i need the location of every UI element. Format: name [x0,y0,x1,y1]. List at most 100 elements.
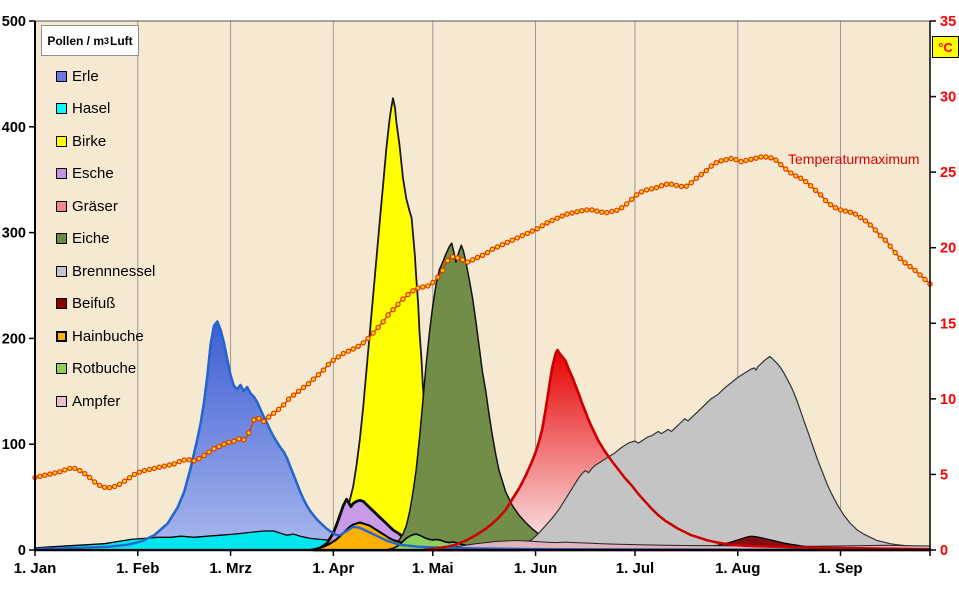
x-tick-label: 1. Apr [312,560,354,577]
y-right-tick-label: 15 [940,316,956,332]
temp-marker [435,274,441,280]
chart-legend: Erle Hasel Birke Esche Gräser Eiche Brennnesse… [56,66,155,411]
pollen-unit-suffix: Luft [110,33,133,48]
temp-marker [484,249,491,256]
y-left-tick-label: 500 [2,14,26,30]
temp-marker [688,179,695,186]
temp-marker [897,255,903,261]
temp-marker [335,354,341,360]
temp-marker [146,466,153,473]
temp-marker [614,207,620,213]
temp-marker [241,437,247,443]
temp-marker [67,465,73,472]
temp-marker [151,465,157,472]
temp-marker [922,276,928,283]
temp-marker [683,183,690,189]
temp-marker [882,237,889,243]
temp-marker [519,232,526,239]
temp-marker [857,214,864,221]
legend-swatch-hainbuche [56,330,67,342]
temp-marker [842,208,849,214]
temp-marker [121,478,128,484]
axes [29,20,936,556]
temp-marker [464,259,471,265]
temp-marker [638,189,645,195]
y-right-tick-label: 0 [940,543,948,559]
temp-marker [798,175,804,181]
temp-marker [549,217,555,224]
temp-marker [539,223,545,229]
legend-swatch-graeser [56,200,67,212]
temp-marker [266,414,272,420]
legend-label-eiche: Eiche [72,230,110,247]
temp-marker [365,335,371,342]
temp-marker [62,467,68,473]
legend-label-beifuss: Beifuß [72,295,116,312]
temp-marker [440,267,446,274]
temp-marker [385,312,391,318]
legend-item-graeser: Gräser [56,196,155,216]
legend-item-birke: Birke [56,131,155,151]
temp-marker [310,376,317,382]
temp-marker [892,249,898,256]
temp-marker [290,392,297,398]
temp-marker [793,173,799,179]
temp-marker [454,255,461,261]
temp-marker [201,452,207,459]
temp-marker [360,340,366,346]
temp-marker [887,243,893,249]
temp-marker [136,469,143,475]
temp-marker [803,178,809,185]
temp-marker [280,402,287,408]
temp-marker [653,184,660,191]
temp-marker [529,228,535,234]
legend-swatch-beifuss [56,298,67,309]
legend-label-graeser: Gräser [72,197,118,215]
temp-marker [564,211,570,217]
legend-label-hainbuche: Hainbuche [72,327,144,345]
temp-marker [718,158,724,164]
temp-marker [131,471,138,478]
temp-marker [827,201,834,208]
temp-marker [743,157,749,164]
temp-marker [733,156,739,163]
temp-marker [499,241,506,248]
y-left-tick-label: 200 [2,331,26,347]
pollen-unit-superscript: 3 [104,35,110,46]
legend-swatch-ampfer [56,395,67,407]
temp-marker [72,465,78,472]
temp-marker [708,163,714,169]
temp-marker [753,155,759,161]
legend-label-esche: Esche [72,165,114,182]
temp-marker [594,208,600,214]
temp-marker [783,166,789,172]
temp-marker [430,279,436,286]
temp-marker [713,159,719,166]
temp-marker [57,469,63,475]
temp-marker [832,204,839,211]
temp-marker [867,222,874,228]
temp-marker [231,438,237,444]
temp-marker [643,187,650,193]
temp-marker [405,291,411,298]
legend-item-hasel: Hasel [56,99,155,119]
temp-marker [589,207,595,213]
temp-marker [648,186,655,192]
x-tick-label: 1. Mrz [209,560,252,577]
temp-marker [81,471,88,477]
temp-marker [47,471,53,477]
temp-marker [390,307,396,313]
y-left-tick-label: 100 [2,437,26,453]
x-tick-label: 1. Mai [412,560,454,577]
temp-marker [808,182,814,189]
legend-swatch-birke [56,135,67,147]
temp-marker [420,284,426,290]
temp-marker [106,485,113,491]
temp-marker [554,215,560,221]
y-left-tick-label: 0 [18,543,26,559]
temp-marker [410,288,416,294]
legend-label-brennnessel: Brennnessel [72,262,156,280]
temp-marker [315,372,322,378]
temp-marker [345,348,351,354]
